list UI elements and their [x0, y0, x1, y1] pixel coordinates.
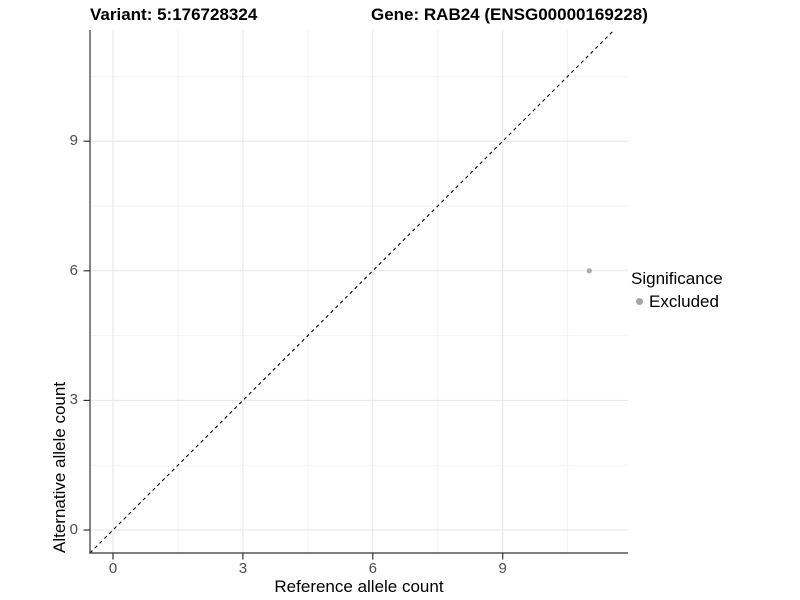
data-point [586, 268, 592, 274]
x-tick-label: 9 [498, 560, 507, 577]
x-tick-label: 0 [108, 560, 118, 577]
y-axis-title: Alternative allele count [50, 381, 69, 553]
legend-item-label: Excluded [649, 292, 719, 311]
legend-item-excluded: Excluded [631, 292, 723, 311]
legend-title: Significance [631, 269, 723, 288]
x-tick-label: 6 [368, 560, 377, 577]
identity-line [89, 29, 615, 554]
plot-title-gene: Gene: RAB24 (ENSG00000169228) [371, 5, 648, 24]
plot-title-variant: Variant: 5:176728324 [90, 5, 258, 24]
y-tick-label: 9 [69, 132, 78, 150]
y-tick-label: 0 [69, 521, 78, 539]
legend: Significance Excluded [631, 269, 723, 311]
y-tick-label: 3 [69, 391, 78, 409]
x-axis-title: Reference allele count [274, 577, 444, 596]
legend-point-swatch [636, 298, 643, 305]
y-tick-label: 6 [69, 261, 78, 279]
x-tick-label: 3 [238, 560, 248, 577]
